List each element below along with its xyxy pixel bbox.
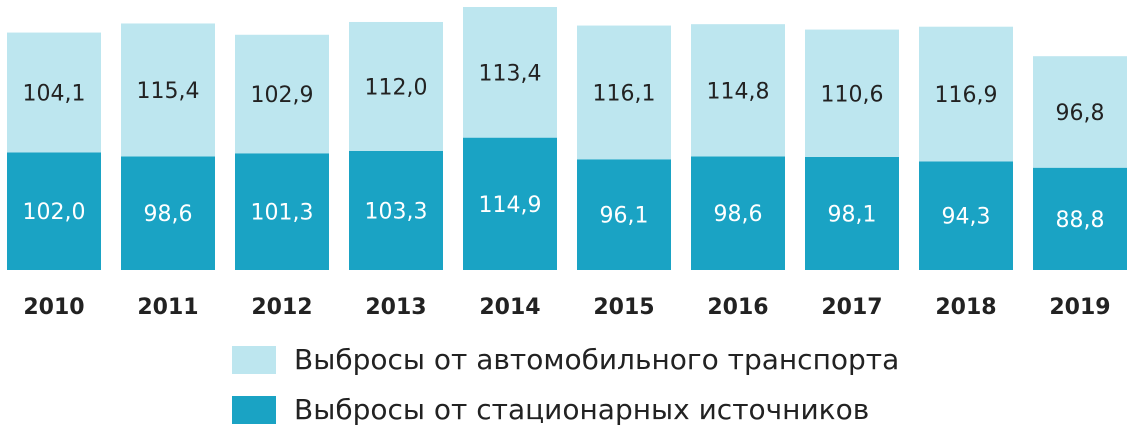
x-tick-label-2015: 2015	[593, 295, 654, 320]
label-transport-2010: 104,1	[23, 82, 86, 107]
label-stationary-2017: 98,1	[828, 202, 877, 227]
label-stationary-2019: 88,8	[1056, 208, 1105, 233]
x-tick-label-2019: 2019	[1049, 295, 1110, 320]
label-stationary-2010: 102,0	[23, 200, 86, 225]
bar-transport-2019	[1033, 56, 1127, 168]
bar-stationary-2019	[1033, 167, 1127, 270]
label-transport-2013: 112,0	[365, 75, 428, 100]
label-stationary-2018: 94,3	[942, 205, 991, 230]
legend-swatch-transport	[232, 345, 276, 374]
label-stationary-2013: 103,3	[365, 199, 428, 224]
label-stationary-2015: 96,1	[600, 204, 649, 229]
label-stationary-2011: 98,6	[144, 202, 193, 227]
bar-stationary-2011	[121, 156, 215, 270]
label-transport-2014: 113,4	[479, 61, 542, 86]
x-tick-label-2018: 2018	[935, 295, 996, 320]
bar-transport-2015	[577, 25, 671, 160]
legend-swatch-stationary	[232, 395, 276, 424]
x-tick-label-2013: 2013	[365, 295, 426, 320]
label-transport-2018: 116,9	[935, 83, 998, 108]
x-tick-label-2010: 2010	[23, 295, 84, 320]
bar-stationary-2012	[235, 153, 329, 270]
label-stationary-2014: 114,9	[479, 193, 542, 218]
label-stationary-2016: 98,6	[714, 202, 763, 227]
label-transport-2017: 110,6	[821, 82, 884, 107]
x-tick-label-2017: 2017	[821, 295, 882, 320]
bar-transport-2018	[919, 26, 1013, 162]
label-transport-2012: 102,9	[251, 83, 314, 108]
legend-label-stationary: Выбросы от стационарных источников	[294, 393, 870, 426]
x-tick-label-2016: 2016	[707, 295, 768, 320]
bar-transport-2016	[691, 24, 785, 157]
legend-label-transport: Выбросы от автомобильного транспорта	[294, 343, 900, 376]
label-stationary-2012: 101,3	[251, 201, 314, 226]
x-tick-label-2012: 2012	[251, 295, 312, 320]
bar-transport-2012	[235, 34, 329, 154]
bar-stationary-2010	[7, 152, 101, 270]
label-transport-2016: 114,8	[707, 79, 770, 104]
bar-stationary-2017	[805, 156, 899, 270]
label-transport-2011: 115,4	[137, 79, 200, 104]
bar-transport-2014	[463, 7, 557, 138]
bar-stationary-2013	[349, 150, 443, 270]
bar-transport-2017	[805, 29, 899, 157]
legend-item-transport: Выбросы от автомобильного транспорта	[232, 343, 899, 376]
label-transport-2019: 96,8	[1056, 101, 1105, 126]
bar-stationary-2016	[691, 156, 785, 270]
label-transport-2015: 116,1	[593, 81, 656, 106]
bar-transport-2011	[121, 23, 215, 157]
legend-item-stationary: Выбросы от стационарных источников	[232, 393, 869, 426]
bar-stationary-2018	[919, 161, 1013, 270]
bar-stationary-2014	[463, 137, 557, 270]
x-tick-label-2014: 2014	[479, 295, 540, 320]
bar-transport-2010	[7, 32, 101, 153]
bar-stationary-2015	[577, 159, 671, 270]
x-tick-label-2011: 2011	[137, 295, 198, 320]
bar-transport-2013	[349, 21, 443, 151]
